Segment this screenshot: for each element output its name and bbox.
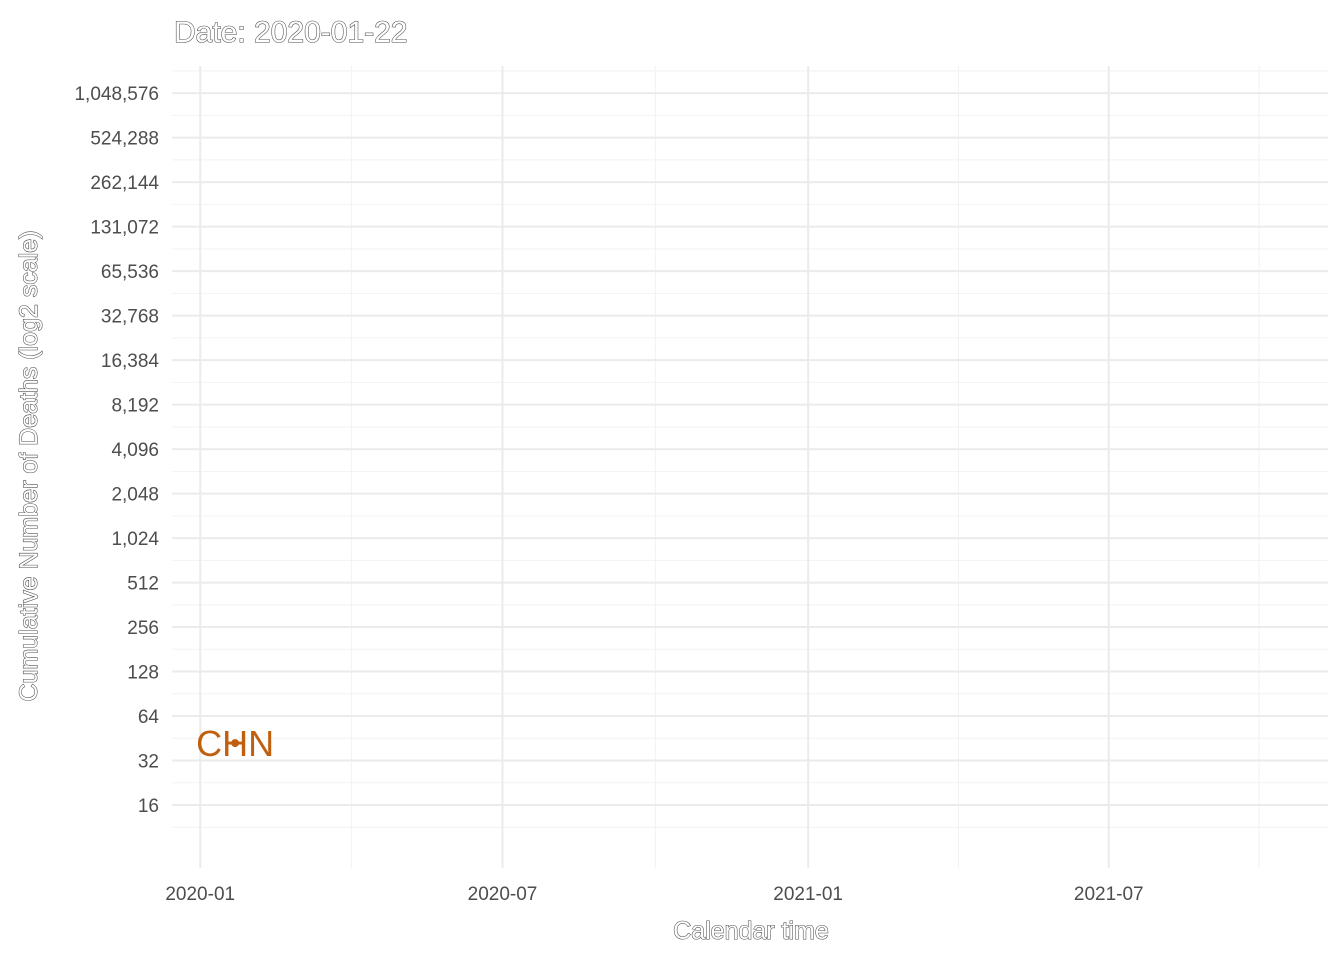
y-tick-label: 16,384	[101, 351, 160, 372]
y-tick-label: 16	[138, 796, 159, 817]
y-tick-label: 1,024	[111, 529, 159, 550]
y-axis-title: Cumulative Number of Deaths (log2 scale)	[15, 230, 43, 701]
y-tick-label: 524,288	[90, 129, 159, 150]
x-axis-ticks: 2020-01 2020-07 2021-01 2021-07	[165, 884, 1143, 905]
x-tick-label: 2020-01	[165, 884, 235, 905]
y-tick-label: 131,072	[90, 218, 159, 239]
y-axis-ticks: 16 32 64 128 256 512 1,024 2,048 4,096 8,192 16,38…	[74, 84, 159, 817]
x-tick-label: 2021-07	[1074, 884, 1144, 905]
y-tick-label: 64	[138, 707, 160, 728]
data-point	[231, 739, 240, 748]
y-tick-label: 512	[127, 574, 159, 595]
y-tick-label: 8,192	[111, 396, 159, 417]
series-chn: CHN	[196, 723, 274, 764]
y-tick-label: 1,048,576	[74, 84, 159, 105]
y-tick-label: 128	[127, 663, 159, 684]
grid-layer	[172, 66, 1328, 868]
chart-title: Date: 2020-01-22	[174, 16, 408, 49]
x-axis-title: Calendar time	[673, 917, 829, 945]
y-tick-label: 4,096	[111, 440, 159, 461]
y-tick-label: 256	[127, 618, 159, 639]
x-tick-label: 2021-01	[773, 884, 843, 905]
series-layer: CHN	[196, 723, 274, 764]
y-tick-label: 65,536	[101, 262, 159, 283]
y-tick-label: 2,048	[111, 485, 159, 506]
x-tick-label: 2020-07	[468, 884, 538, 905]
y-tick-label: 262,144	[90, 173, 159, 194]
y-tick-label: 32,768	[101, 307, 159, 328]
y-tick-label: 32	[138, 752, 159, 773]
series-label: CHN	[196, 723, 274, 764]
